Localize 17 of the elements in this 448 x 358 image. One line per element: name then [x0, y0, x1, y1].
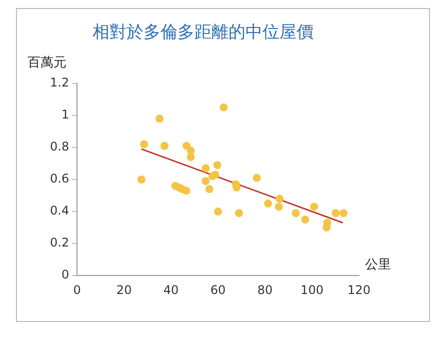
y-tick-label: 0.8	[50, 140, 70, 154]
y-tick-label: 0	[61, 268, 70, 282]
x-axis-title: 公里	[365, 257, 391, 272]
y-tick-label: 1.2	[50, 76, 70, 90]
x-tick-label: 100	[300, 282, 324, 297]
y-tick-label: 0.2	[50, 236, 70, 250]
x-tick-label: 80	[257, 282, 273, 297]
chart-title: 相對於多倫多距離的中位屋價	[92, 22, 314, 43]
y-tick-label: 0.4	[50, 204, 70, 218]
x-tick-label: 40	[163, 282, 179, 297]
x-tick-label: 120	[348, 282, 370, 297]
y-tick-label: 0.6	[50, 172, 70, 186]
y-axis-title: 百萬元	[28, 55, 67, 70]
x-tick-label: 60	[210, 282, 226, 297]
y-tick-label: 1	[61, 108, 70, 122]
x-tick-label: 20	[116, 282, 132, 297]
x-tick-label: 0	[73, 282, 81, 297]
